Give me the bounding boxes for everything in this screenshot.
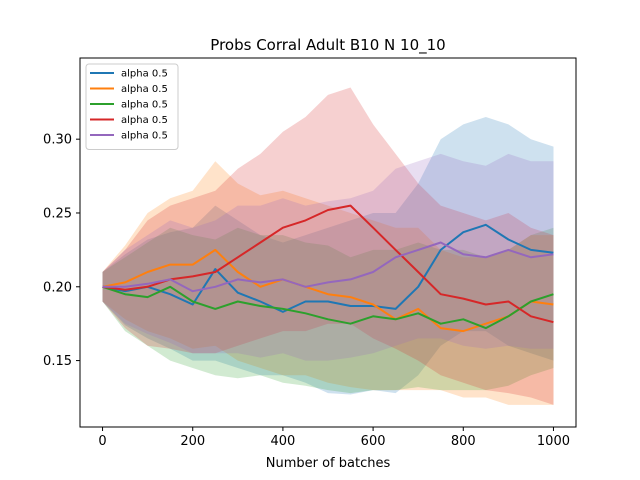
x-tick-label: 400 [270,434,295,449]
legend-label: alpha 0.5 [121,115,168,126]
x-axis: 0 200 400 600 800 1000 [98,427,570,449]
series-5-line [102,241,554,293]
series-3-line [102,285,554,330]
y-axis: 0.15 0.20 0.25 0.30 [43,133,80,369]
x-tick-label: 800 [451,434,476,449]
x-tick-label: 1000 [537,434,570,449]
chart-title: Probs Corral Adult B10 N 10_10 [210,36,445,55]
legend: alpha 0.5 alpha 0.5 alpha 0.5 alpha 0.5 alph… [85,63,179,150]
legend-box [85,63,179,150]
x-tick-label: 200 [180,434,205,449]
plot-area [79,57,577,428]
axes-frame [79,57,577,428]
x-tick-label: 600 [361,434,386,449]
y-tick-label: 0.20 [43,280,72,295]
series-4-band [102,87,554,405]
legend-label: alpha 0.5 [121,69,168,80]
legend-label: alpha 0.5 [121,84,168,95]
series-4-line [102,204,554,324]
x-tick-label: 0 [98,434,106,449]
x-axis-label: Number of batches [266,456,391,471]
y-tick-label: 0.30 [43,133,72,148]
legend-label: alpha 0.5 [121,131,168,142]
legend-label: alpha 0.5 [121,100,168,111]
series-1-band [102,117,554,395]
y-tick-label: 0.25 [43,206,72,221]
y-tick-label: 0.15 [43,354,72,369]
series-1-line [102,223,554,313]
